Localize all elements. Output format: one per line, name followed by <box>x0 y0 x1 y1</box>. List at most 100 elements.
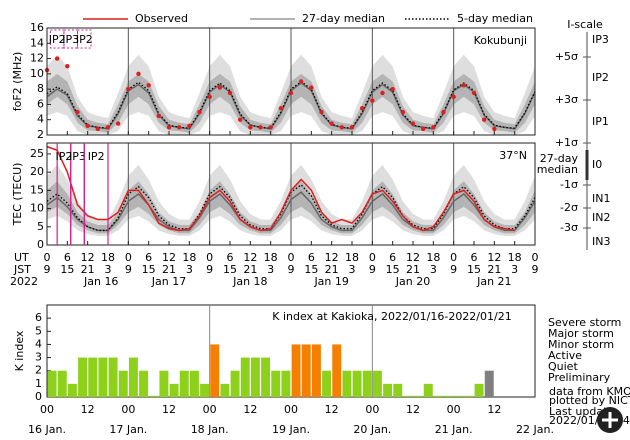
day-label: Jan 17 <box>151 275 186 288</box>
y-tick-label: 5 <box>35 324 42 337</box>
k-index-bar <box>423 383 433 397</box>
x-tick-label-jst: 21 <box>81 263 95 276</box>
k-index-bar <box>189 370 199 397</box>
y-tick-label: 6 <box>37 97 44 110</box>
x-tick-label-ut: 6 <box>227 251 234 264</box>
y-axis-label: TEC (TECU) <box>11 163 24 227</box>
x-tick-label-jst: 15 <box>304 263 318 276</box>
x-tick-label-jst: 9 <box>288 263 295 276</box>
observed-point <box>166 125 172 130</box>
plot-frame <box>46 304 536 398</box>
y-tick-label: 1 <box>35 377 42 390</box>
observed-point <box>156 113 162 119</box>
x-axis-row-label: JST <box>13 263 31 276</box>
k-index-bar <box>240 357 250 397</box>
k-index-bar <box>108 357 118 397</box>
k-index-bar <box>291 344 301 397</box>
observed-point <box>65 64 70 69</box>
y-tick-label: 8 <box>37 82 44 95</box>
k-index-bar <box>159 370 169 397</box>
iscale-level: median <box>537 163 578 176</box>
x-tick-label-jst: 15 <box>60 263 74 276</box>
k-index-bar <box>169 383 179 397</box>
x-tick-label-ut: 0 <box>532 251 539 264</box>
y-tick-label: 4 <box>37 113 44 126</box>
k-index-bar <box>454 395 464 397</box>
legend-label: 5-day median <box>457 12 533 25</box>
x-tick-label: 00 <box>365 403 379 416</box>
x-tick-label: 12 <box>325 403 339 416</box>
period-label: IP3 <box>69 150 86 163</box>
x-tick-label: 12 <box>81 403 95 416</box>
k-index-bar <box>220 383 230 397</box>
y-tick-label: 25 <box>30 147 44 160</box>
observed-point <box>370 98 375 103</box>
y-tick-label: 0 <box>35 390 42 403</box>
k-index-bar <box>200 383 210 397</box>
x-tick-label-ut: 12 <box>81 251 95 264</box>
x-tick-label-jst: 9 <box>125 263 132 276</box>
y-tick-label: 10 <box>30 202 44 215</box>
k-index-bar <box>383 383 393 397</box>
zoom-button[interactable] <box>597 407 623 433</box>
year-label: 2022 <box>10 275 38 288</box>
observed-point <box>410 121 416 126</box>
x-tick-label-jst: 21 <box>487 263 501 276</box>
iscale-level: -3σ <box>560 221 578 234</box>
x-tick-label-ut: 18 <box>101 251 115 264</box>
day-label: 16 Jan. <box>28 423 66 436</box>
day-label: Jan 18 <box>232 275 267 288</box>
observed-point <box>471 90 477 96</box>
day-label: 17 Jan. <box>109 423 147 436</box>
observed-point <box>237 117 243 122</box>
zoom-button-icon[interactable] <box>602 412 618 428</box>
observed-point <box>339 125 345 130</box>
x-tick-label-jst: 21 <box>162 263 176 276</box>
x-tick-label-ut: 12 <box>406 251 420 264</box>
panel-annotation: 37°N <box>499 149 527 162</box>
x-tick-label-jst: 9 <box>44 263 51 276</box>
k-index-bar <box>474 383 484 397</box>
k-index-bar <box>128 357 138 397</box>
x-tick-label-jst: 15 <box>467 263 481 276</box>
k-index-bar <box>484 370 494 397</box>
period-label: IP3 <box>62 33 79 46</box>
iscale-level: IN3 <box>592 235 610 248</box>
x-tick-label-jst: 9 <box>450 263 457 276</box>
x-tick-label: 12 <box>162 403 176 416</box>
observed-point <box>105 125 111 130</box>
y-tick-label: 4 <box>35 337 42 350</box>
x-tick-label-jst: 21 <box>243 263 257 276</box>
x-tick-label-jst: 15 <box>142 263 156 276</box>
observed-point <box>115 121 121 126</box>
k-index-bar <box>403 395 413 397</box>
x-axis-row-label: UT <box>14 251 29 264</box>
iscale-level: +5σ <box>555 50 578 63</box>
x-tick-label-jst: 3 <box>511 263 518 276</box>
day-label: 20 Jan. <box>353 423 391 436</box>
y-tick-label: 2 <box>35 364 42 377</box>
k-index-bar <box>372 370 382 397</box>
day-label: Jan 20 <box>395 275 430 288</box>
x-tick-label: 12 <box>487 403 501 416</box>
period-label: IP2 <box>49 33 66 46</box>
x-tick-label-ut: 6 <box>145 251 152 264</box>
observed-point <box>451 94 456 99</box>
iscale-level: 27-day <box>540 152 579 165</box>
x-tick-label: 00 <box>121 403 135 416</box>
k-index-bar <box>362 370 372 397</box>
y-tick-label: 0 <box>37 238 44 251</box>
observed-point <box>248 125 253 130</box>
day-label: 21 Jan. <box>435 423 473 436</box>
legend-label: Quiet <box>548 360 578 373</box>
day-label: 22 Jan. <box>516 423 554 436</box>
x-tick-label-ut: 18 <box>426 251 440 264</box>
y-tick-label: 2 <box>37 128 44 141</box>
iscale-level: IP3 <box>592 33 609 46</box>
x-tick-label-ut: 18 <box>264 251 278 264</box>
x-tick-label-jst: 9 <box>532 263 539 276</box>
x-tick-label: 12 <box>406 403 420 416</box>
iscale-title: I-scale <box>567 18 603 31</box>
k-index-bar <box>118 370 128 397</box>
k-index-bar <box>78 357 88 397</box>
